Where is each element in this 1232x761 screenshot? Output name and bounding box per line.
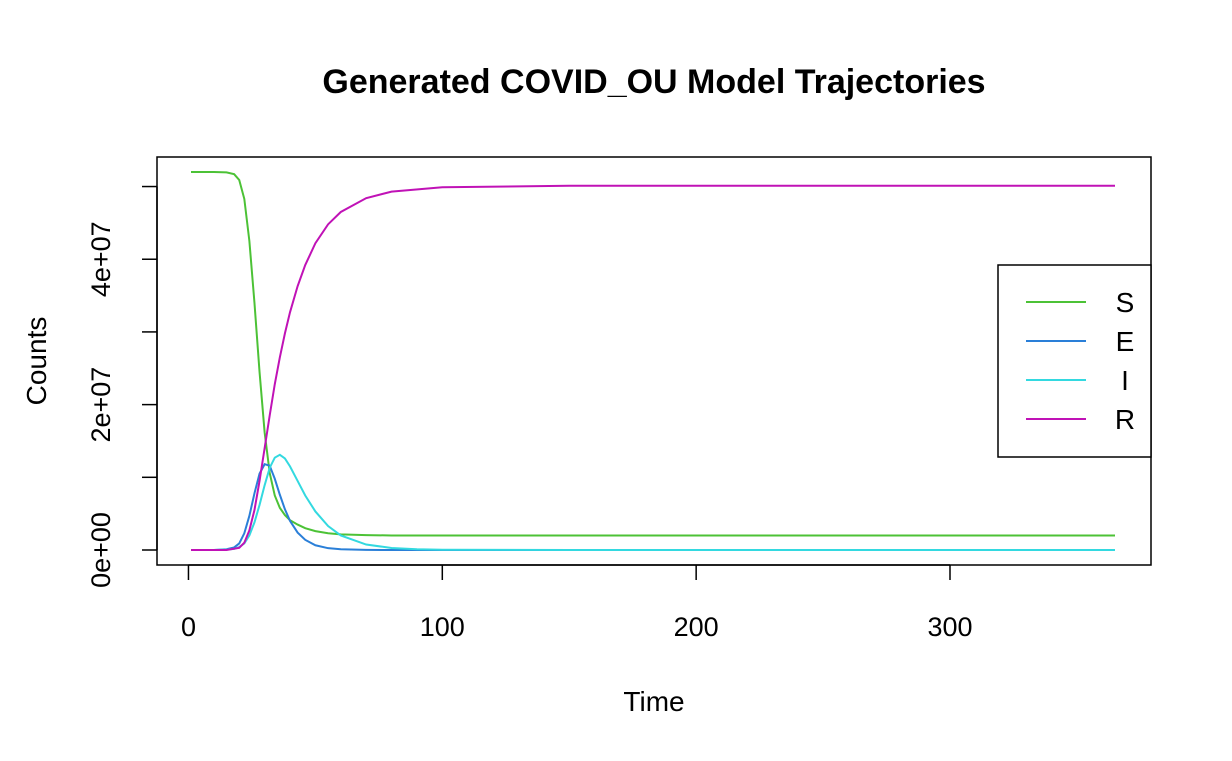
series-layer [191,171,1115,551]
series-line-S [191,171,1115,537]
legend-label-S: S [1116,287,1135,318]
x-axis: 0 100 200 300 [181,564,973,642]
legend-label-I: I [1121,365,1129,396]
x-axis-label: Time [623,686,684,717]
x-tick-label: 200 [674,612,719,642]
y-tick-label: 4e+07 [86,221,116,297]
x-tick-label: 100 [420,612,465,642]
x-tick-label: 300 [927,612,972,642]
legend-label-E: E [1116,326,1135,357]
legend-box [997,264,1152,458]
y-axis-label: Counts [21,317,52,406]
series-line-E [191,463,1115,551]
y-axis: 0e+00 2e+07 4e+07 [86,185,158,588]
y-tick-label: 2e+07 [86,367,116,443]
x-tick-label: 0 [181,612,196,642]
series-line-R [191,184,1115,551]
chart-title: Generated COVID_OU Model Trajectories [322,63,985,101]
legend-label-R: R [1115,404,1135,435]
y-tick-label: 0e+00 [86,512,116,588]
